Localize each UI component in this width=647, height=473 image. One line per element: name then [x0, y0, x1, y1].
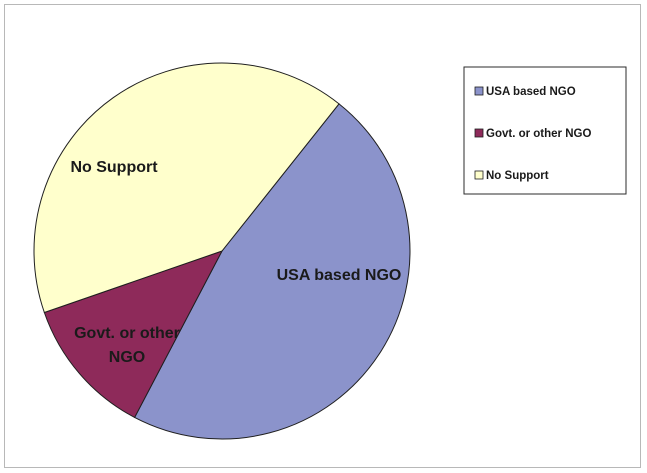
pie-slice-govt-ngo: [43, 250, 224, 419]
legend-item-no-support-swatch: [474, 170, 484, 180]
legend-item-usa-ngo-label: USA based NGO: [486, 86, 576, 98]
legend-item-govt-ngo-label: Govt. or other NGO: [486, 128, 591, 140]
chart-area: USA based NGO Govt. or other NGO No Suppo…: [4, 4, 641, 468]
pie-chart: USA based NGO Govt. or other NGO No Suppo…: [33, 62, 627, 440]
legend-box: [463, 66, 627, 195]
slice-label-govt-ngo-line2: NGO: [109, 349, 145, 366]
legend-item-no-support-label: No Support: [486, 170, 549, 182]
legend-item-usa-ngo-swatch: [474, 86, 484, 96]
slice-label-usa-ngo: USA based NGO: [277, 267, 402, 284]
pie-slice-no-support: [33, 62, 340, 314]
legend-item-govt-ngo-swatch: [474, 128, 484, 138]
pie-slice-usa-ngo: [133, 103, 411, 440]
slice-label-govt-ngo: Govt. or other NGO: [74, 325, 180, 366]
slice-label-govt-ngo-line1: Govt. or other: [74, 325, 180, 342]
legend: USA based NGO Govt. or other NGO No Suppor…: [463, 66, 627, 195]
slice-label-no-support: No Support: [70, 159, 158, 176]
